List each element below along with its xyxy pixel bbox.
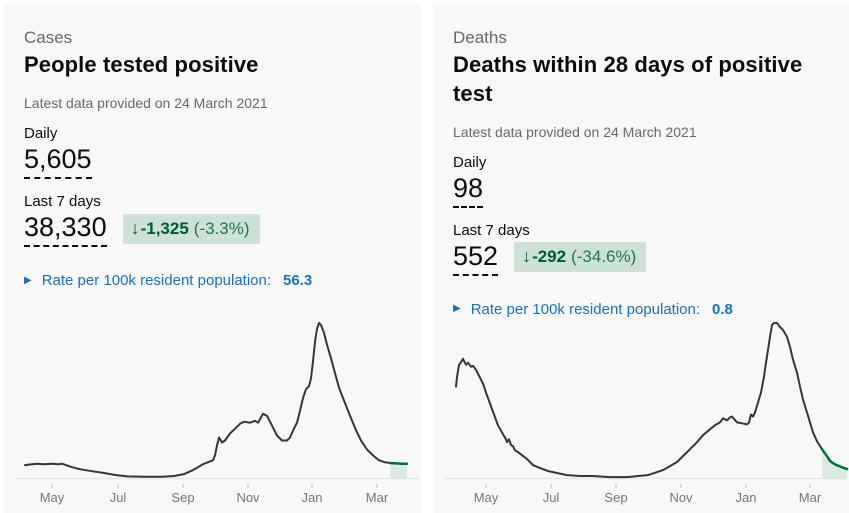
deaths-trend-chart: May Jul Sep Nov Jan Mar [433, 308, 849, 513]
x-tick-label: Jul [110, 490, 127, 505]
deaths-rate-value: 0.8 [712, 300, 733, 318]
x-tick-label: Jul [543, 490, 560, 505]
deaths-weekly-label: Last 7 days [453, 221, 530, 239]
deaths-card-title: Deaths within 28 days of positive test [453, 52, 803, 106]
deaths-card-kicker: Deaths [453, 28, 507, 47]
cases-daily-label: Daily [24, 124, 58, 142]
cases-rate-value: 56.3 [283, 272, 313, 290]
down-arrow-icon: ↓ [522, 246, 532, 267]
deaths-change-value: -292 [532, 247, 567, 267]
x-tick-label: Sep [171, 490, 194, 505]
deaths-trend-chart-svg: May Jul Sep Nov Jan Mar [445, 322, 849, 505]
deaths-daily-label: Daily [453, 153, 487, 171]
cases-trend-chart-svg: May Jul Sep Nov Jan Mar [16, 322, 419, 505]
cases-card: Cases People tested positive Latest data… [4, 4, 421, 513]
cases-change-badge[interactable]: ↓ -1,325 (-3.3%) [122, 213, 260, 244]
deaths-card: Deaths Deaths within 28 days of positive… [433, 4, 849, 513]
trend-line [455, 322, 823, 479]
last-7-days-band [822, 449, 847, 478]
deaths-change-badge[interactable]: ↓ -292 (-34.6%) [514, 242, 647, 273]
deaths-change-percent: (-34.6%) [571, 247, 637, 267]
x-tick-label: Sep [604, 490, 627, 505]
cases-daily-value[interactable]: 5,605 [24, 144, 92, 180]
cases-date-caption: Latest data provided on 24 March 2021 [24, 94, 268, 111]
x-tick-label: May [40, 490, 65, 505]
x-tick-label: May [474, 490, 499, 505]
cases-weekly-row: 38,330 ↓ -1,325 (-3.3%) [24, 210, 401, 248]
cases-weekly-label: Last 7 days [24, 193, 101, 211]
deaths-weekly-row: 552 ↓ -292 (-34.6%) [453, 239, 829, 276]
deaths-weekly-value[interactable]: 552 [453, 241, 499, 276]
deaths-rate-disclosure[interactable]: ▶ Rate per 100k resident population: 0.8 [453, 301, 733, 318]
last-7-days-band [390, 463, 407, 478]
cases-change-value: -1,325 [140, 218, 189, 238]
cases-card-kicker: Cases [24, 28, 73, 47]
deaths-date-caption: Latest data provided on 24 March 2021 [453, 123, 697, 140]
x-tick-label: Jan [736, 490, 757, 505]
cases-trend-chart: May Jul Sep Nov Jan Mar [4, 308, 421, 513]
disclosure-triangle-icon: ▶ [453, 303, 461, 315]
last-7-days-line [820, 447, 849, 471]
trend-line [24, 322, 391, 478]
cases-change-percent: (-3.3%) [193, 218, 250, 238]
x-tick-label: Mar [799, 490, 822, 505]
cases-card-title: People tested positive [24, 52, 259, 78]
deaths-rate-label: Rate per 100k resident population: [470, 300, 701, 318]
x-tick-label: Jan [302, 490, 323, 505]
x-tick-label: Nov [669, 490, 693, 505]
x-tick-label: Mar [366, 490, 389, 505]
last-7-days-line [388, 461, 409, 465]
cases-rate-disclosure[interactable]: ▶ Rate per 100k resident population: 56.… [24, 272, 312, 289]
cases-rate-label: Rate per 100k resident population: [41, 272, 272, 290]
deaths-daily-value[interactable]: 98 [453, 173, 484, 208]
cases-weekly-value[interactable]: 38,330 [24, 212, 107, 248]
x-tick-label: Nov [236, 490, 260, 505]
down-arrow-icon: ↓ [130, 217, 140, 238]
disclosure-triangle-icon: ▶ [24, 274, 32, 286]
